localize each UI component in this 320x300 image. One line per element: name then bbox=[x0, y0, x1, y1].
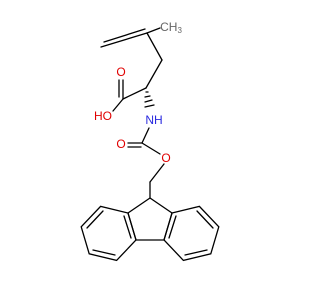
bond bbox=[184, 249, 208, 256]
bond bbox=[149, 163, 165, 183]
atom-label: HO bbox=[94, 109, 112, 123]
bond bbox=[145, 59, 163, 89]
methyl-label: CH3 bbox=[160, 20, 182, 35]
atom-label: O bbox=[116, 65, 125, 79]
bond bbox=[86, 210, 104, 229]
bond bbox=[123, 215, 132, 239]
structure-diagram: CH3 O HO NH O O bbox=[80, 20, 220, 262]
hash bbox=[144, 99, 153, 103]
bond bbox=[100, 32, 148, 48]
subscript: 3 bbox=[177, 26, 182, 35]
hash bbox=[144, 95, 151, 98]
hashed-wedge bbox=[144, 91, 155, 108]
bond bbox=[141, 142, 161, 155]
ring bbox=[127, 197, 173, 241]
atom-label: O bbox=[161, 151, 170, 165]
bond bbox=[103, 28, 146, 43]
bond bbox=[92, 249, 116, 256]
atom-label: O bbox=[116, 137, 125, 151]
bond bbox=[112, 98, 124, 112]
bond bbox=[146, 27, 161, 34]
bonds bbox=[80, 27, 220, 262]
atom-label: NH bbox=[145, 113, 162, 127]
bond bbox=[122, 87, 147, 100]
ring bbox=[80, 205, 137, 262]
bond bbox=[196, 210, 214, 229]
ring bbox=[163, 205, 220, 262]
bond bbox=[168, 215, 177, 239]
bond bbox=[141, 127, 150, 144]
atom-label: CH bbox=[160, 20, 177, 34]
bond bbox=[146, 32, 163, 61]
hash bbox=[144, 104, 155, 108]
